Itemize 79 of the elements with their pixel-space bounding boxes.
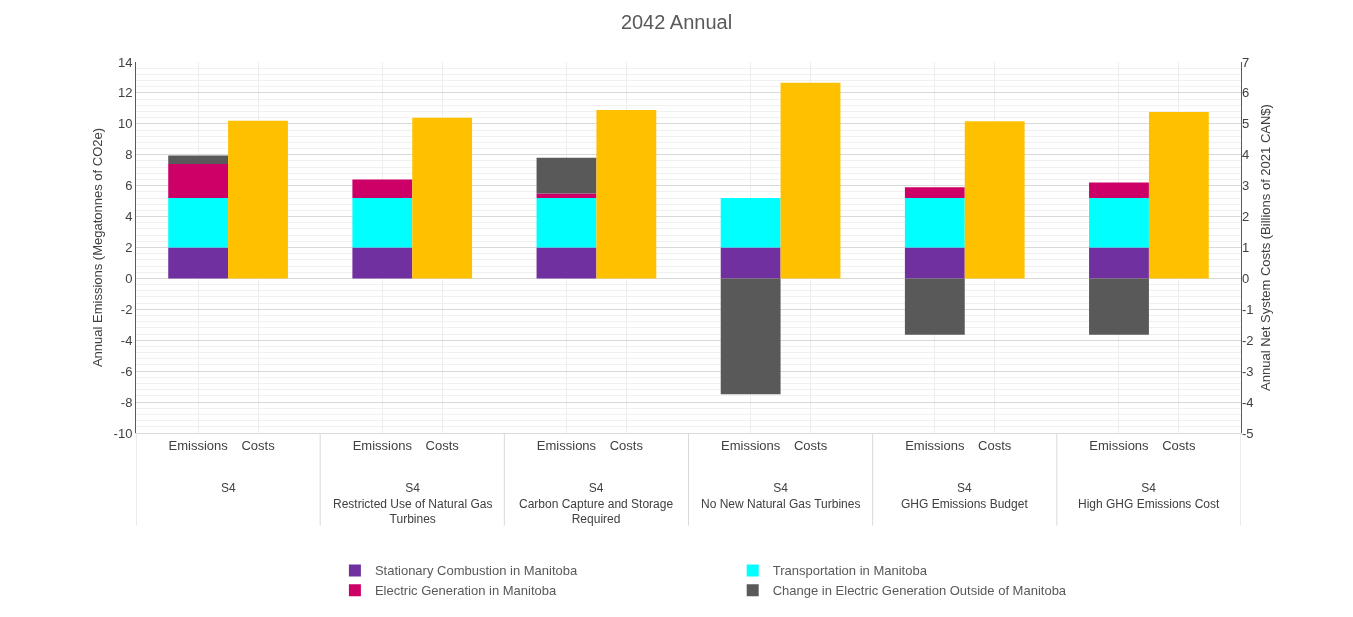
- x-tick-label: Emissions: [168, 437, 229, 453]
- y2-tick-label: -1: [1242, 301, 1254, 317]
- bar: [168, 155, 229, 165]
- y2-tick-label: 6: [1242, 85, 1250, 101]
- y2-tick-label: 5: [1242, 116, 1250, 132]
- x-tick-label: Costs: [793, 437, 828, 453]
- y2-tick-label: -3: [1242, 363, 1254, 379]
- bar: [1089, 278, 1149, 335]
- text: S4 No New Natural Gas Turbines: [701, 481, 861, 511]
- bar: [720, 198, 781, 248]
- x-tick-label: Emissions: [352, 437, 413, 453]
- x-tick-label: Costs: [609, 437, 644, 453]
- y2-tick-label: -4: [1242, 394, 1254, 410]
- x-tick-label: Emissions: [1089, 437, 1150, 453]
- y-tick-label: 4: [125, 209, 133, 225]
- y-tick-label: -2: [120, 301, 133, 317]
- bar: [904, 247, 965, 279]
- y2-axis-title: Annual Net System Costs (Billions of 2021 CAN$): [1258, 104, 1274, 391]
- bar: [1089, 247, 1149, 279]
- y2-tick-label: 2: [1242, 209, 1250, 225]
- y-tick-label: 14: [117, 54, 133, 70]
- y-tick-label: -4: [120, 332, 133, 348]
- bar: [168, 247, 229, 279]
- x-tick-label: Costs: [425, 437, 460, 453]
- bar: [536, 193, 597, 199]
- bar: [168, 198, 229, 248]
- bar: [352, 179, 413, 199]
- text: S4: [221, 481, 236, 495]
- y-tick-label: 0: [125, 270, 133, 286]
- y2-tick-label: 7: [1242, 54, 1250, 70]
- y2-tick-label: 4: [1242, 147, 1250, 163]
- bar: [352, 198, 413, 248]
- bar: [904, 187, 965, 199]
- text: S4 Restricted Use of Natural Gas Turbines: [333, 481, 493, 527]
- y2-tick-label: 0: [1242, 270, 1250, 286]
- y-tick-label: -6: [120, 363, 133, 379]
- text: S4 GHG Emissions Budget: [901, 481, 1029, 511]
- text: S4 High GHG Emissions Cost: [1078, 481, 1221, 511]
- chart-title: 2042 Annual: [620, 11, 733, 34]
- y-tick-label: 12: [117, 85, 133, 101]
- x-tick-label: Emissions: [721, 437, 781, 453]
- x-tick-label: Emissions: [905, 437, 965, 453]
- y-tick-label: 8: [125, 147, 133, 163]
- x-tick-label: Emissions: [536, 437, 597, 453]
- y2-tick-label: -2: [1242, 332, 1254, 348]
- y-axis-title: Annual Emissions (Megatonnes of CO2e): [89, 127, 105, 368]
- bar: [168, 164, 229, 199]
- x-tick-label: Costs: [978, 437, 1012, 453]
- bar: [780, 82, 841, 279]
- bar: [412, 117, 473, 279]
- legend-label: Stationary Combustion in Manitoba: [374, 563, 578, 579]
- bar: [904, 278, 965, 335]
- bar: [720, 278, 781, 395]
- bar: [1089, 182, 1149, 199]
- text: S4 Carbon Capture and Storage Required: [519, 481, 674, 527]
- bar: [536, 198, 597, 248]
- legend-label: Change in Electric Generation Outside of Manitoba: [772, 583, 1067, 599]
- y-tick-label: 6: [125, 178, 133, 194]
- bar: [720, 247, 781, 279]
- legend-label: Electric Generation in Manitoba: [374, 583, 558, 599]
- y-tick-label: 2: [125, 240, 133, 256]
- bar: [904, 198, 965, 248]
- y2-tick-label: 1: [1242, 240, 1250, 256]
- bar: [536, 157, 597, 194]
- y-tick-label: 10: [117, 116, 133, 132]
- bar: [536, 247, 597, 279]
- y2-tick-label: 3: [1242, 178, 1250, 194]
- bar: [1089, 198, 1149, 248]
- bar: [228, 120, 288, 279]
- bar: [596, 109, 657, 279]
- x-tick-label: Costs: [1162, 437, 1196, 453]
- legend-label: Transportation in Manitoba: [772, 563, 928, 579]
- y-tick-label: -10: [113, 425, 133, 441]
- bar: [1148, 112, 1209, 279]
- y2-tick-label: -5: [1242, 425, 1254, 441]
- bar: [964, 121, 1025, 279]
- y-tick-label: -8: [120, 394, 133, 410]
- bar: [352, 247, 413, 279]
- x-tick-label: Costs: [241, 437, 276, 453]
